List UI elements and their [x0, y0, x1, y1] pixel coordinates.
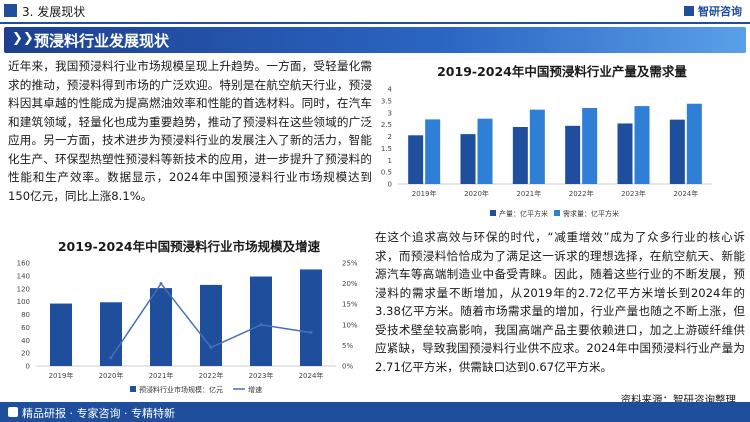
- growth-point: [309, 331, 313, 335]
- header-divider: [0, 22, 750, 24]
- chevron-right-icon: ❯❯: [12, 31, 34, 46]
- y-tick-label: 2: [388, 133, 392, 141]
- bar-production: [669, 119, 685, 184]
- bar-market-size: [300, 269, 322, 366]
- x-tick-label: 2020年: [464, 189, 489, 198]
- bar-production: [617, 123, 633, 184]
- growth-point: [209, 345, 213, 349]
- y2-tick-label: 25%: [342, 260, 358, 268]
- section-marker-icon: [4, 4, 17, 17]
- bar-demand: [686, 103, 702, 184]
- y-tick-label: 160: [17, 260, 30, 268]
- y-tick-label: 80: [21, 311, 30, 319]
- top-bar: 3. 发展现状 智研咨询: [0, 0, 750, 22]
- x-tick-label: 2022年: [569, 189, 594, 198]
- y2-tick-label: 5%: [342, 342, 353, 350]
- y-tick-label: 1: [388, 157, 392, 165]
- footer-slogan: 精品研报 · 专家咨询 · 专精特新: [22, 407, 175, 420]
- x-tick-label: 2022年: [199, 371, 224, 380]
- x-tick-label: 2021年: [516, 189, 541, 198]
- bar-production: [512, 127, 528, 184]
- market-size-paragraph: 近年来，我国预浸料行业市场规模呈现上升趋势。一方面，受轻量化需求的推动，预浸料得…: [8, 59, 372, 203]
- bar-market-size: [50, 303, 72, 366]
- y-tick-label: 0.5: [381, 169, 392, 177]
- y-tick-label: 2.5: [381, 121, 392, 129]
- legend-label: 预浸料行业市场规模：亿元: [139, 385, 223, 394]
- brand-logo: 智研咨询: [684, 3, 742, 19]
- x-tick-label: 2024年: [673, 189, 698, 198]
- bar-demand: [529, 109, 545, 184]
- y-tick-label: 3.5: [381, 97, 392, 105]
- logo-icon: [684, 6, 694, 16]
- bar-production: [408, 135, 424, 184]
- y-tick-label: 20: [21, 350, 30, 358]
- legend-swatch: [130, 386, 136, 392]
- y-tick-label: 120: [17, 285, 30, 293]
- bar-demand: [425, 119, 441, 184]
- bar-market-size: [250, 276, 272, 366]
- y-tick-label: 0: [388, 181, 392, 189]
- supply-demand-paragraph: 在这个追求高效与环保的时代，“减重增效”成为了众多行业的核心诉求，而预浸料恰恰成…: [375, 230, 745, 374]
- x-tick-label: 2021年: [149, 371, 174, 380]
- y-tick-label: 4: [388, 86, 393, 94]
- logo-text: 智研咨询: [698, 5, 742, 18]
- bar-demand: [477, 118, 493, 184]
- growth-point: [159, 282, 163, 286]
- y-tick-label: 140: [17, 272, 30, 280]
- legend-label: 产量：亿平方米: [499, 209, 548, 218]
- y2-tick-label: 20%: [342, 280, 358, 288]
- x-tick-label: 2020年: [99, 371, 124, 380]
- growth-point: [109, 356, 113, 360]
- y-tick-label: 0: [26, 363, 30, 371]
- bar-market-size: [200, 284, 222, 366]
- legend-label: 增速: [248, 385, 262, 394]
- chart-market-size-title: 2019-2024年中国预浸料行业市场规模及增速: [57, 239, 321, 254]
- x-tick-label: 2024年: [299, 371, 324, 380]
- section-banner: ❯❯ 预浸料行业发展现状: [4, 27, 746, 53]
- x-tick-label: 2019年: [412, 189, 437, 198]
- growth-point: [259, 323, 263, 327]
- bar-demand: [582, 108, 598, 184]
- footer-bar: 精品研报 · 专家咨询 · 专精特新: [0, 402, 750, 422]
- bar-market-size: [150, 288, 172, 366]
- y-tick-label: 100: [17, 298, 30, 306]
- y-tick-label: 1.5: [381, 145, 392, 153]
- bar-production: [460, 134, 476, 184]
- bar-production: [565, 125, 581, 184]
- legend-swatch: [490, 210, 496, 216]
- y2-tick-label: 15%: [342, 301, 358, 309]
- legend-label: 需求量：亿平方米: [563, 209, 619, 218]
- chart-production-demand-title: 2019-2024年中国预浸料行业产量及需求量: [437, 64, 687, 79]
- bar-demand: [634, 106, 650, 184]
- x-tick-label: 2023年: [621, 189, 646, 198]
- y-tick-label: 40: [21, 337, 30, 345]
- y2-tick-label: 0%: [342, 363, 353, 371]
- section-label: 3. 发展现状: [22, 5, 86, 19]
- y2-tick-label: 10%: [342, 321, 358, 329]
- x-tick-label: 2019年: [49, 371, 74, 380]
- x-tick-label: 2023年: [249, 371, 274, 380]
- y-tick-label: 3: [388, 109, 392, 117]
- page-title: 预浸料行业发展现状: [34, 32, 170, 50]
- y-tick-label: 60: [21, 324, 30, 332]
- footer-logo-icon: [8, 407, 18, 417]
- legend-swatch: [554, 210, 560, 216]
